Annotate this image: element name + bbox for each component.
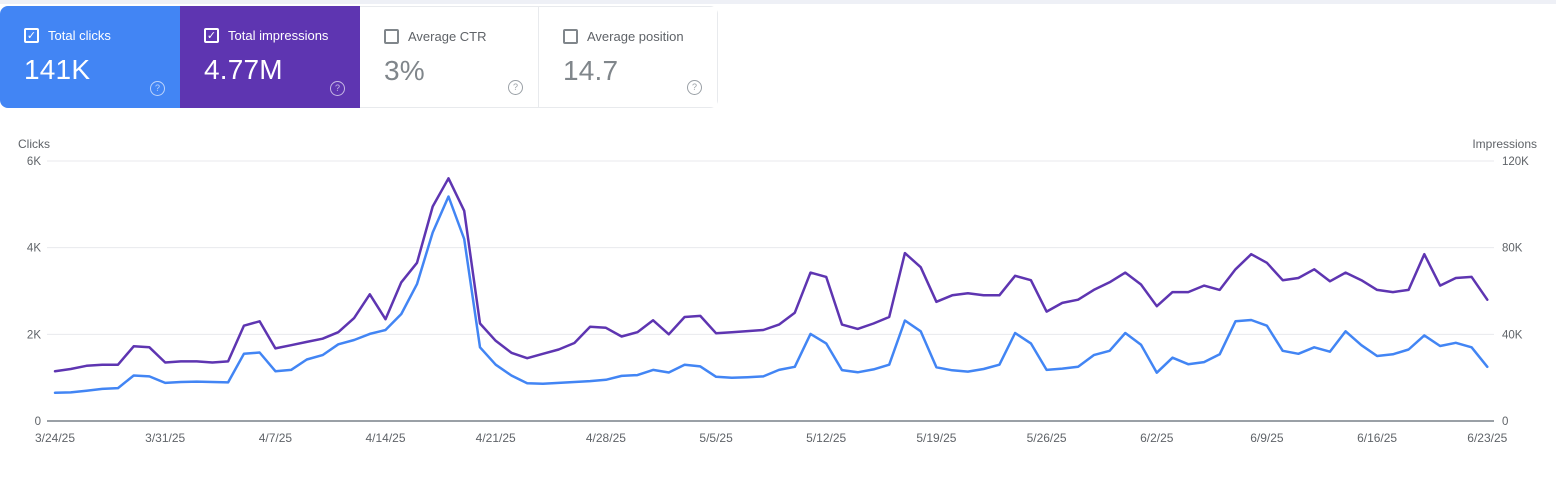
- help-icon[interactable]: ?: [150, 81, 165, 96]
- x-axis-date-label: 3/24/25: [35, 431, 75, 445]
- right-axis-tick: 80K: [1502, 243, 1523, 255]
- chart-gridlines: [47, 160, 1494, 422]
- right-axis-tick: 0: [1502, 416, 1508, 428]
- x-axis-date-label: 4/14/25: [365, 431, 405, 445]
- help-icon[interactable]: ?: [330, 81, 345, 96]
- x-axis-date-label: 4/21/25: [476, 431, 516, 445]
- help-icon[interactable]: ?: [687, 80, 702, 95]
- right-axis-title: Impressions: [1472, 137, 1537, 151]
- x-axis-date-label: 5/26/25: [1027, 431, 1067, 445]
- metric-card-label-row: Average CTR: [384, 29, 538, 44]
- total-impressions-line: [53, 177, 1489, 373]
- left-axis-tick: 0: [35, 416, 41, 428]
- x-axis-date-label: 4/7/25: [259, 431, 293, 445]
- check-icon: ✓: [206, 28, 217, 42]
- metric-label: Average position: [587, 29, 684, 44]
- checkbox-unchecked-average-ctr[interactable]: [384, 29, 399, 44]
- checkbox-checked-total-clicks[interactable]: ✓: [24, 28, 39, 43]
- metric-card-label-row: ✓ Total clicks: [24, 28, 180, 43]
- metric-label: Total clicks: [48, 28, 111, 43]
- metric-cards-row: ✓ Total clicks 141K? ✓ Total impressions 4.77…: [0, 6, 718, 108]
- metric-value: 14.7: [563, 55, 619, 86]
- x-axis-date-label: 6/16/25: [1357, 431, 1397, 445]
- help-icon[interactable]: ?: [508, 80, 523, 95]
- metric-value: 3%: [384, 55, 425, 86]
- x-axis-date-label: 6/23/25: [1467, 431, 1507, 445]
- right-axis-tick: 40K: [1502, 329, 1523, 341]
- left-axis-tick: 2K: [27, 329, 41, 341]
- total-clicks-line: [53, 195, 1489, 395]
- checkbox-checked-total-impressions[interactable]: ✓: [204, 28, 219, 43]
- chart-series-lines: [53, 177, 1489, 395]
- right-axis-tick: 120K: [1502, 156, 1529, 168]
- left-axis-tick: 4K: [27, 243, 41, 255]
- metric-card-total-clicks[interactable]: ✓ Total clicks 141K?: [0, 6, 180, 108]
- metric-value: 4.77M: [204, 54, 283, 85]
- top-strip: [0, 0, 1556, 4]
- metric-label: Average CTR: [408, 29, 487, 44]
- checkbox-unchecked-average-position[interactable]: [563, 29, 578, 44]
- metric-card-average-position[interactable]: Average position 14.7?: [539, 6, 718, 108]
- check-icon: ✓: [26, 28, 37, 42]
- x-axis-date-label: 6/2/25: [1140, 431, 1174, 445]
- left-axis-title: Clicks: [18, 137, 50, 151]
- metric-value: 141K: [24, 54, 91, 85]
- x-axis-date-label: 3/31/25: [145, 431, 185, 445]
- metric-label: Total impressions: [228, 28, 329, 43]
- x-axis-date-label: 5/12/25: [806, 431, 846, 445]
- x-axis-date-label: 5/5/25: [699, 431, 733, 445]
- metric-card-average-ctr[interactable]: Average CTR 3%?: [360, 6, 539, 108]
- x-axis-date-label: 4/28/25: [586, 431, 626, 445]
- metric-card-label-row: Average position: [563, 29, 717, 44]
- chart-tick-labels: 0 0 2K 40K 4K 80K 6K 120K 3/24/25 3/31/25 4/7/25 4/…: [27, 156, 1529, 445]
- x-axis-date-label: 5/19/25: [916, 431, 956, 445]
- metric-card-label-row: ✓ Total impressions: [204, 28, 360, 43]
- metric-card-total-impressions[interactable]: ✓ Total impressions 4.77M?: [180, 6, 360, 108]
- left-axis-tick: 6K: [27, 156, 41, 168]
- x-axis-date-label: 6/9/25: [1250, 431, 1284, 445]
